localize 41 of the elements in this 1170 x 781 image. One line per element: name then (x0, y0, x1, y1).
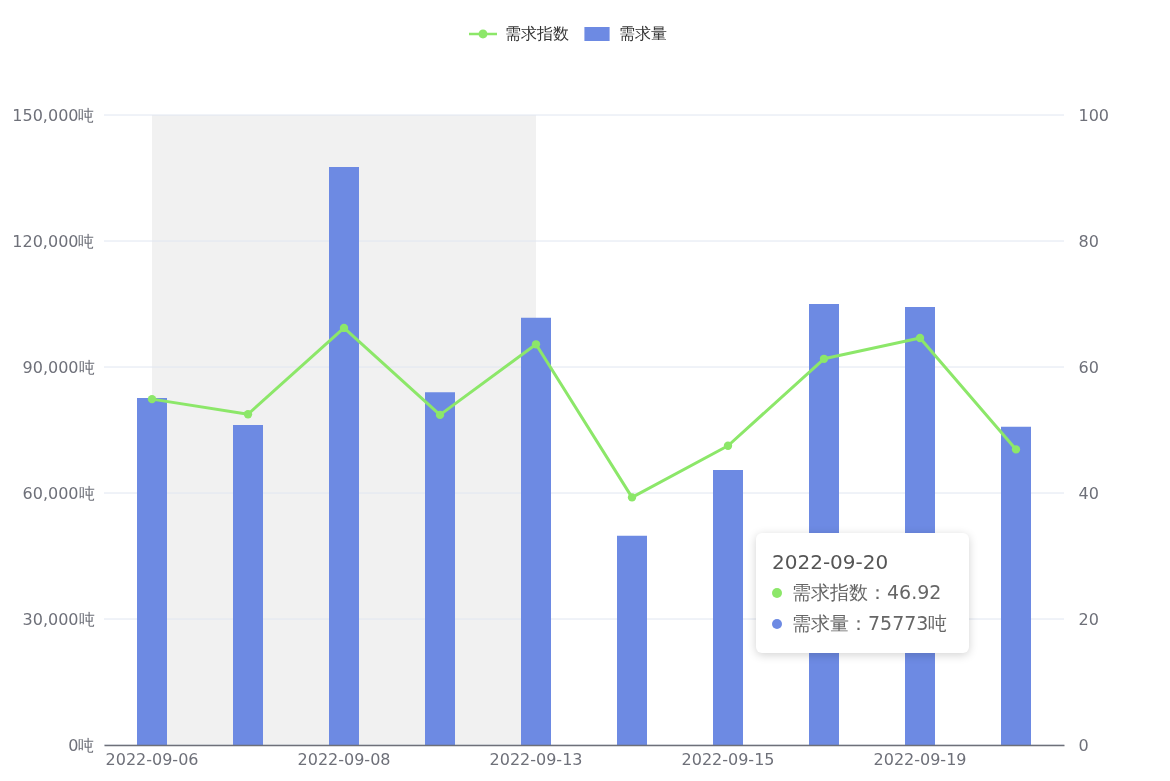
point (627, 493, 637, 502)
y2-tick-label: 40 (1078, 483, 1099, 503)
point (819, 354, 829, 363)
point (915, 333, 925, 343)
bar (329, 167, 359, 745)
point (1011, 445, 1021, 454)
bar (617, 535, 647, 745)
legend-label: 需求量 (619, 24, 667, 43)
annotation: 需求量：75773吨 (792, 611, 948, 636)
x-tick-label: 2022-09-08 (297, 749, 391, 769)
y-tick-label: 60,000吨 (22, 483, 95, 503)
point (147, 394, 157, 404)
x-tick-label: 2022-09-13 (489, 749, 583, 769)
point (435, 410, 445, 420)
annotation: 需求指数：46.92 (792, 580, 942, 605)
y2-tick-label: 0 (1078, 735, 1089, 755)
y-tick-label: 120,000吨 (12, 231, 95, 251)
x-tick-label: 2022-09-15 (681, 749, 775, 769)
legend-label: 需求指数 (505, 24, 569, 43)
tooltip: 2022-09-20 需求指数：46.92 需求量：75773吨 (756, 533, 970, 653)
y-tick-label: 30,000吨 (22, 609, 95, 629)
bar (521, 317, 551, 745)
y2-tick-label: 60 (1078, 357, 1099, 377)
point (339, 323, 349, 333)
point (531, 340, 541, 349)
point (243, 410, 253, 419)
annotation: 2022-09-20 (772, 549, 890, 576)
y-tick-label: 90,000吨 (22, 357, 95, 377)
y-tick-label: 0吨 (68, 735, 95, 755)
y-tick-label: 150,000吨 (12, 105, 95, 125)
bar (233, 424, 263, 745)
point (723, 441, 733, 450)
bar (1001, 426, 1031, 745)
bar (713, 469, 743, 745)
y2-tick-label: 20 (1078, 609, 1099, 629)
y2-tick-label: 100 (1078, 105, 1110, 125)
y2-tick-label: 80 (1078, 231, 1099, 251)
x-tick-label: 2022-09-19 (873, 749, 967, 769)
bar (137, 398, 167, 745)
bar (425, 392, 455, 745)
x-tick-label: 2022-09-06 (105, 749, 199, 769)
